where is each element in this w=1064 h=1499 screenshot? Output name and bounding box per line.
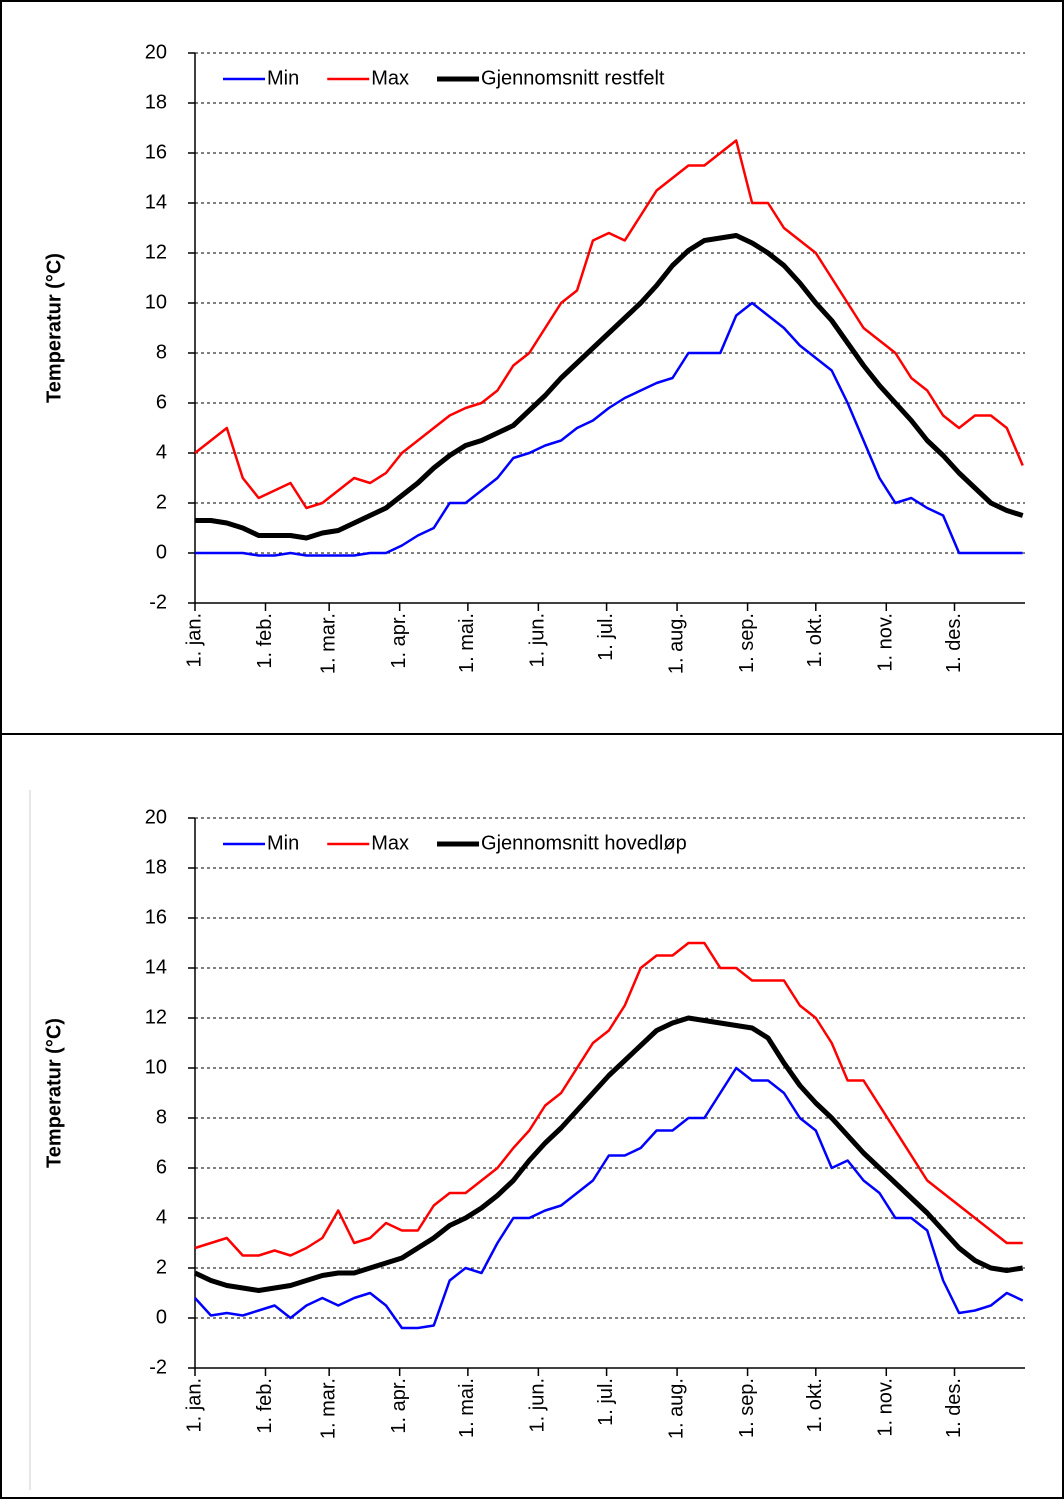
series-line bbox=[194, 1066, 1024, 1330]
x-tick-label: 1. jul. bbox=[595, 613, 617, 661]
y-tick-label: 14 bbox=[145, 191, 167, 213]
y-tick-label: 4 bbox=[156, 441, 167, 463]
series-line bbox=[193, 1015, 1024, 1293]
x-tick-label: 1. sep. bbox=[736, 1378, 758, 1438]
y-tick-label: 4 bbox=[156, 1206, 167, 1228]
x-tick-label: 1. jan. bbox=[183, 613, 205, 667]
y-tick-label: -2 bbox=[149, 591, 167, 613]
x-tick-label: 1. sep. bbox=[736, 613, 758, 673]
y-tick-label: 2 bbox=[156, 491, 167, 513]
y-tick-label: 0 bbox=[156, 1306, 167, 1328]
x-tick-label: 1. nov. bbox=[875, 1378, 897, 1437]
y-axis-label: Temperatur (°C) bbox=[43, 1018, 65, 1168]
x-tick-label: 1. des. bbox=[943, 1378, 965, 1438]
x-tick-label: 1. aug. bbox=[665, 1378, 687, 1439]
y-tick-label: 10 bbox=[145, 1056, 167, 1078]
x-tick-label: 1. aug. bbox=[665, 613, 687, 674]
legend-label: Gjennomsnitt hovedløp bbox=[481, 832, 687, 854]
x-tick-label: 1. jan. bbox=[183, 1378, 205, 1432]
x-tick-label: 1. jun. bbox=[527, 613, 549, 667]
legend-label: Min bbox=[267, 832, 299, 854]
y-tick-label: 6 bbox=[156, 1156, 167, 1178]
y-tick-label: 14 bbox=[145, 956, 167, 978]
x-tick-label: 1. feb. bbox=[254, 613, 276, 669]
panel-frame bbox=[0, 733, 1064, 1499]
y-tick-label: 10 bbox=[145, 291, 167, 313]
y-tick-label: 16 bbox=[145, 141, 167, 163]
series-line bbox=[194, 941, 1023, 1257]
x-tick-label: 1. jun. bbox=[527, 1378, 549, 1432]
x-tick-label: 1. apr. bbox=[388, 1378, 410, 1434]
x-tick-label: 1. mai. bbox=[456, 1378, 478, 1438]
x-tick-label: 1. mar. bbox=[317, 1378, 339, 1439]
series-line bbox=[195, 301, 1023, 557]
x-tick-label: 1. jul. bbox=[595, 1378, 617, 1426]
y-tick-label: 18 bbox=[145, 856, 167, 878]
x-tick-label: 1. okt. bbox=[804, 613, 826, 667]
y-tick-label: 12 bbox=[145, 241, 167, 263]
y-tick-label: 8 bbox=[156, 1106, 167, 1128]
x-tick-label: 1. feb. bbox=[254, 1378, 276, 1434]
x-tick-label: 1. des. bbox=[943, 613, 965, 673]
legend-label: Min bbox=[267, 67, 299, 89]
x-tick-label: 1. nov. bbox=[875, 613, 897, 672]
legend-label: Gjennomsnitt restfelt bbox=[481, 67, 665, 89]
y-tick-label: 20 bbox=[145, 806, 167, 828]
y-tick-label: 16 bbox=[145, 906, 167, 928]
x-tick-label: 1. apr. bbox=[388, 613, 410, 669]
series-line bbox=[194, 139, 1024, 510]
y-tick-label: 18 bbox=[145, 91, 167, 113]
x-tick-label: 1. okt. bbox=[804, 1378, 826, 1432]
y-tick-label: 0 bbox=[156, 541, 167, 563]
legend-label: Max bbox=[371, 832, 409, 854]
series-line bbox=[195, 233, 1024, 541]
y-tick-label: 2 bbox=[156, 1256, 167, 1278]
x-tick-label: 1. mai. bbox=[456, 613, 478, 673]
y-tick-label: 12 bbox=[145, 1006, 167, 1028]
y-axis-label: Temperatur (°C) bbox=[43, 253, 65, 403]
y-tick-label: 20 bbox=[145, 41, 167, 63]
legend-label: Max bbox=[371, 67, 409, 89]
y-tick-label: 8 bbox=[156, 341, 167, 363]
x-tick-label: 1. mar. bbox=[317, 613, 339, 674]
y-tick-label: -2 bbox=[149, 1356, 167, 1378]
y-tick-label: 6 bbox=[156, 391, 167, 413]
